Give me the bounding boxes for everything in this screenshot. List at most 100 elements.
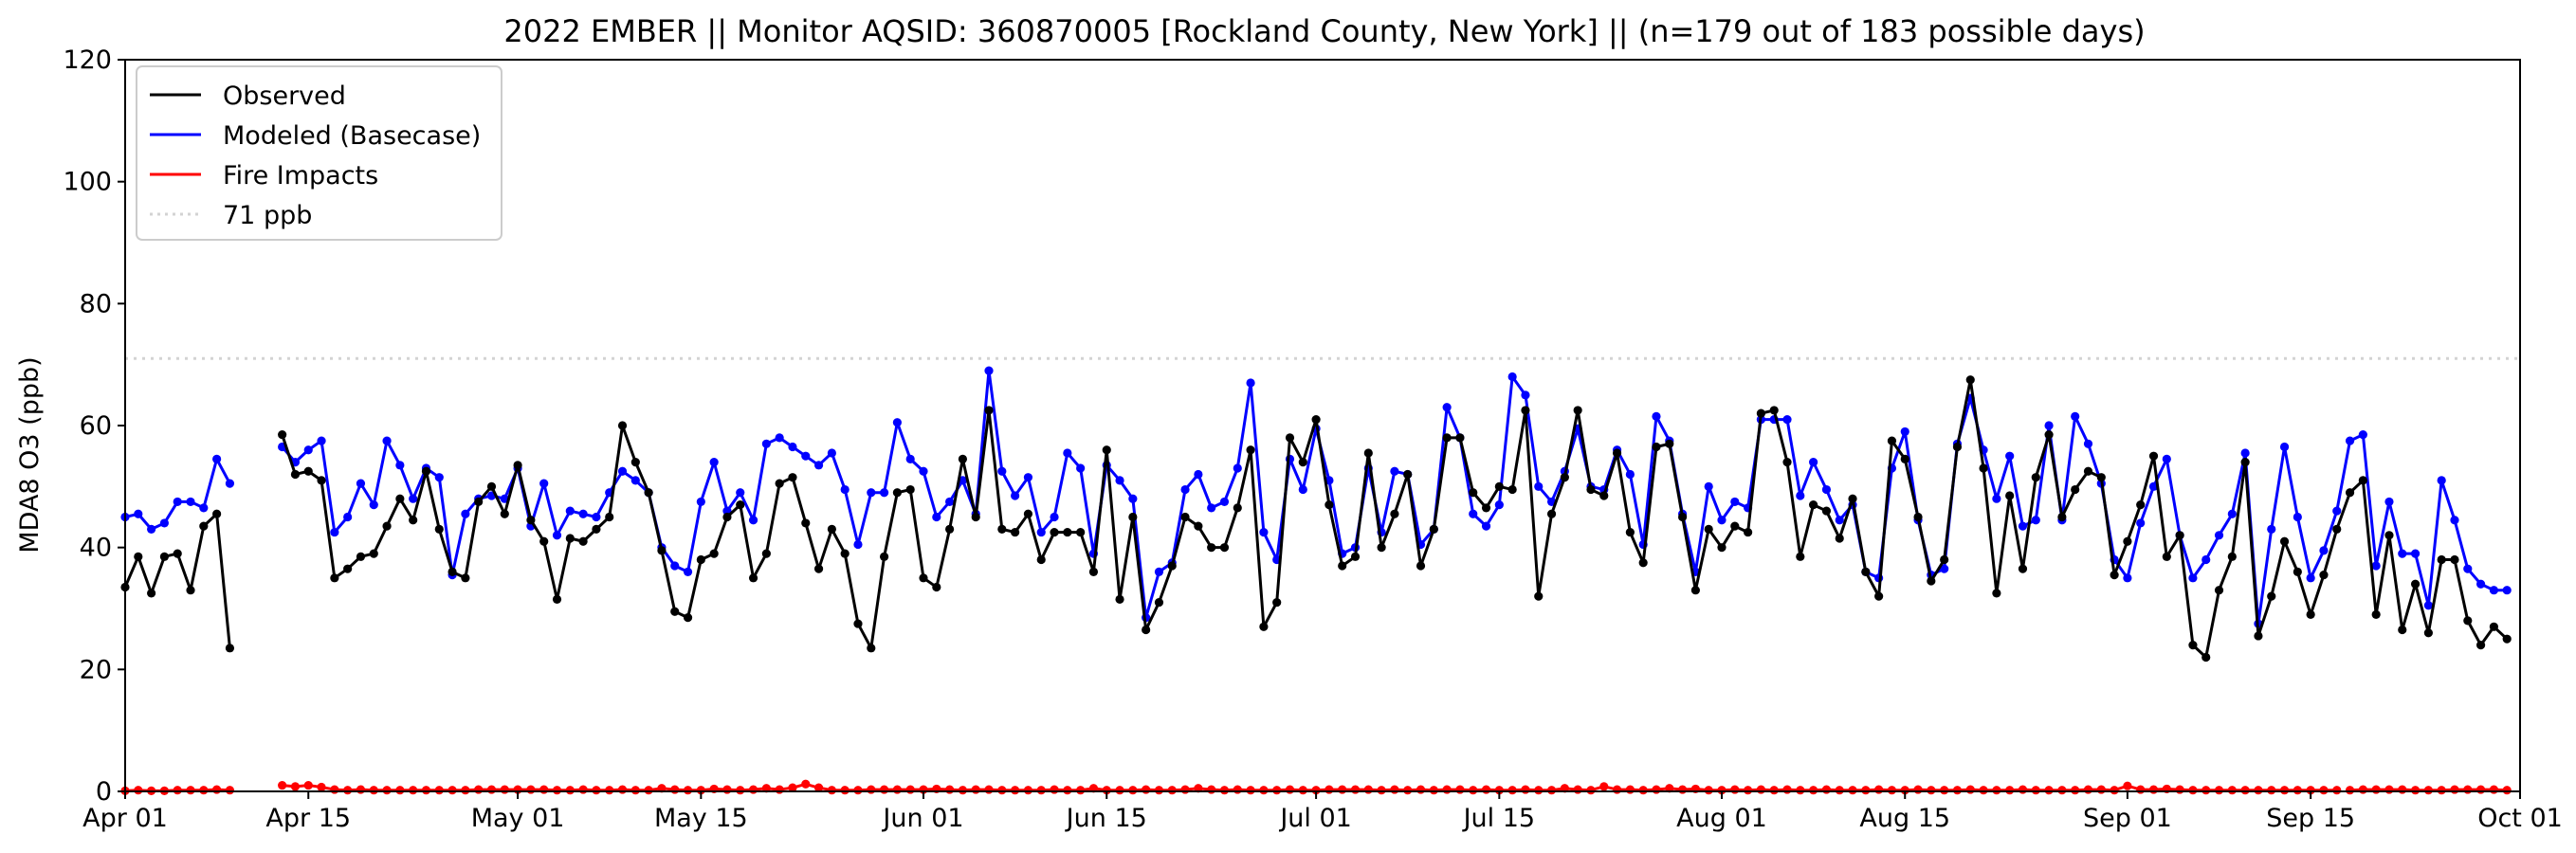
data-point-observed [1442,433,1452,443]
data-point-modeled-basecase [2267,524,2276,534]
data-point-observed [1023,509,1033,518]
data-point-observed [2489,622,2498,631]
data-point-observed [2031,473,2040,482]
data-point-observed [2450,554,2459,565]
data-point-fire-impacts [1325,785,1334,794]
data-point-modeled-basecase [317,436,326,445]
data-point-observed [290,469,301,480]
y-tick-label: 40 [80,534,112,563]
data-point-observed [1036,554,1046,565]
data-point-observed [1390,509,1399,518]
data-point-fire-impacts [2476,785,2486,794]
data-point-modeled-basecase [840,484,850,495]
data-point-observed [840,549,850,558]
data-point-fire-impacts [1940,786,1949,795]
axes: 0 20 40 60 80 100 120 Apr 01 Apr 15 May 01 May 15 J… [63,45,2562,833]
series-modeled-basecase [120,366,2512,628]
data-point-fire-impacts [2148,785,2159,794]
data-point-modeled-basecase [748,516,758,525]
data-point-fire-impacts [2463,785,2473,794]
data-point-fire-impacts [1272,786,1282,795]
data-point-fire-impacts [212,785,222,794]
data-point-modeled-basecase [1835,516,1844,525]
data-point-observed [709,549,719,558]
x-tick-label: Jun 01 [881,804,963,833]
data-point-fire-impacts [330,785,339,794]
data-point-observed [1521,406,1530,415]
chart-title: 2022 EMBER || Monitor AQSID: 360870005 [… [503,13,2145,49]
data-point-fire-impacts [2410,786,2421,795]
data-point-modeled-basecase [1259,527,1269,537]
data-point-fire-impacts [867,785,876,794]
data-point-modeled-basecase [2148,481,2159,491]
data-point-observed [2279,536,2290,546]
data-point-observed [317,476,326,485]
data-point-observed [984,406,994,415]
data-point-modeled-basecase [303,445,313,455]
data-point-modeled-basecase [212,454,222,463]
data-point-modeled-basecase [578,509,588,518]
data-point-observed [1809,500,1818,510]
data-point-observed [1952,442,1963,452]
data-point-observed [343,564,353,573]
data-point-observed [565,534,575,543]
data-point-modeled-basecase [2463,564,2473,573]
y-tick-label: 120 [63,45,112,75]
data-point-observed [1638,558,1648,568]
data-point-modeled-basecase [945,497,955,507]
data-point-observed [1455,433,1465,443]
data-point-fire-impacts [696,786,705,795]
data-point-fire-impacts [1469,786,1478,795]
x-tick-label: Jul 15 [1462,804,1536,833]
data-point-fire-impacts [853,786,863,795]
data-point-observed [2044,430,2054,440]
data-point-fire-impacts [382,786,392,795]
data-point-fire-impacts [2071,786,2080,795]
data-point-observed [657,546,667,555]
data-point-modeled-basecase [997,466,1007,476]
data-point-observed [827,524,836,534]
data-point-observed [2083,466,2093,476]
data-point-fire-impacts [1534,786,1544,795]
series-line-modeled-basecase-1 [281,369,2508,626]
data-point-fire-impacts [434,786,444,795]
data-point-modeled-basecase [775,433,784,443]
data-point-fire-impacts [1573,785,1582,794]
data-point-observed [2123,536,2132,546]
data-point-observed [409,516,418,525]
data-point-fire-impacts [1730,785,1740,794]
data-point-observed [486,481,497,491]
data-point-fire-impacts [1285,785,1295,794]
series-line-modeled-basecase-0 [124,457,231,531]
data-point-observed [1494,481,1504,491]
legend-label-modeled: Modeled (Basecase) [223,121,481,151]
data-point-observed [919,573,928,583]
data-point-fire-impacts [552,786,562,795]
data-point-modeled-basecase [1207,503,1216,513]
data-point-observed [1625,527,1635,537]
data-point-fire-impacts [2306,786,2315,795]
data-point-observed [1913,512,1923,522]
data-point-observed [1599,491,1609,500]
data-point-modeled-basecase [2005,451,2015,461]
data-point-fire-impacts [1652,785,1661,794]
data-point-fire-impacts [2398,785,2407,794]
data-point-fire-impacts [1927,786,1936,795]
data-point-fire-impacts [1821,785,1832,794]
data-point-modeled-basecase [1180,484,1190,495]
data-point-fire-impacts [1507,786,1517,795]
data-point-observed [788,473,797,482]
data-point-modeled-basecase [905,454,915,463]
data-point-fire-impacts [1050,785,1059,794]
data-point-modeled-basecase [1521,390,1530,400]
data-point-observed [1861,567,1871,577]
data-point-observed [1194,521,1203,531]
data-point-fire-impacts [1625,785,1635,794]
data-point-observed [1756,408,1766,418]
data-point-observed [892,488,902,498]
data-point-fire-impacts [1128,786,1138,795]
data-point-fire-impacts [1494,786,1504,795]
data-point-fire-impacts [2502,786,2512,795]
x-tick-label: Apr 15 [265,804,351,833]
data-point-fire-impacts [565,786,575,795]
